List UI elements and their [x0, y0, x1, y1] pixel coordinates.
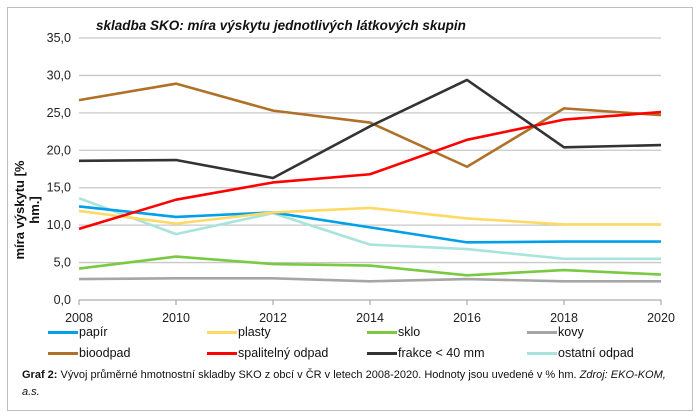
y-tick-label: 10,0: [47, 218, 71, 232]
x-tick-label: 2014: [356, 311, 384, 325]
legend-item: kovy: [527, 325, 584, 339]
y-tick-label: 35,0: [47, 31, 71, 45]
legend-label: ostatní odpad: [558, 346, 634, 360]
legend-swatch: [527, 351, 557, 355]
legend-swatch: [527, 330, 557, 334]
legend-item: sklo: [367, 325, 420, 339]
legend-swatch: [207, 351, 237, 355]
y-tick-label: 5,0: [54, 256, 71, 270]
y-tick-label: 30,0: [47, 68, 71, 82]
legend-swatch: [207, 330, 237, 334]
legend-swatch: [367, 330, 397, 334]
y-tick-label: 15,0: [47, 181, 71, 195]
legend-label: spalitelný odpad: [238, 346, 329, 360]
legend-item: bioodpad: [48, 346, 130, 360]
y-axis-label: míra výskytu [% hm.]: [12, 160, 42, 260]
y-tick-label: 25,0: [47, 106, 71, 120]
y-tick-label: 20,0: [47, 143, 71, 157]
caption-source: Zdroj: EKO-KOM, a.s.: [22, 369, 666, 398]
series-line-spaliteln-odpad: [78, 110, 662, 231]
series-line-kovy: [78, 276, 661, 283]
y-tick-label: 0,0: [54, 293, 71, 307]
legend-swatch: [48, 330, 78, 334]
legend-label: frakce < 40 mm: [398, 346, 485, 360]
legend-label: plasty: [238, 325, 271, 339]
legend-item: plasty: [207, 325, 271, 339]
series-line-sklo: [78, 255, 662, 277]
x-tick-label: 2016: [453, 311, 481, 325]
figure-caption: Graf 2: Vývoj průměrné hmotnostní skladb…: [22, 367, 672, 401]
legend-item: ostatní odpad: [527, 346, 634, 360]
legend-label: sklo: [398, 325, 421, 339]
x-tick-label: 2008: [65, 311, 93, 325]
legend-label: kovy: [558, 325, 584, 339]
caption-label: Graf 2:: [22, 369, 58, 381]
chart-title: skladba SKO: míra výskytu jednotlivých l…: [96, 18, 466, 33]
x-tick-label: 2020: [647, 311, 675, 325]
caption-text: Vývoj průměrné hmotnostní skladby SKO z …: [57, 369, 580, 381]
x-tick-label: 2010: [162, 311, 190, 325]
series-line-frakce-40-mm: [78, 78, 662, 180]
legend-item: frakce < 40 mm: [367, 346, 485, 360]
legend-label: bioodpad: [79, 346, 131, 360]
legend-swatch: [48, 351, 78, 355]
legend-label: papír: [79, 325, 108, 339]
legend-item: spalitelný odpad: [207, 346, 328, 360]
series-line-plasty: [78, 206, 661, 226]
legend-item: papír: [48, 325, 108, 339]
series-line-bioodpad: [78, 82, 662, 169]
legend-swatch: [367, 351, 397, 355]
x-tick-label: 2018: [550, 311, 578, 325]
x-tick-label: 2012: [259, 311, 287, 325]
chart-frame: [7, 7, 693, 411]
series-line-ostatn-odpad: [78, 196, 661, 261]
series-line-pap-r: [78, 205, 661, 244]
